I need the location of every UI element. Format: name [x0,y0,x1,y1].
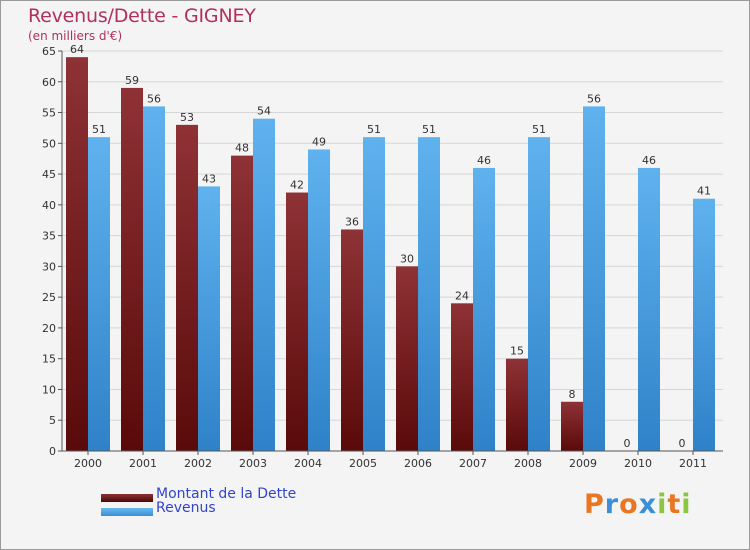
logo-letter: i [681,489,692,520]
x-tick-label: 2005 [349,457,377,470]
data-label-revenus: 51 [422,123,436,136]
y-tick-label: 40 [42,199,56,212]
bar-dette [231,155,253,451]
data-label-revenus: 56 [587,92,601,105]
data-label-dette: 24 [455,289,469,302]
data-label-dette: 64 [70,43,84,56]
bar-revenus [583,106,605,451]
data-label-dette: 0 [624,437,631,450]
logo-letter: r [604,489,620,520]
legend-swatch-dette [101,494,153,502]
proxiti-logo: Proxiti [584,489,692,520]
bar-revenus [253,118,275,451]
x-tick-label: 2010 [624,457,652,470]
y-tick-label: 55 [42,107,56,120]
y-tick-label: 0 [49,445,56,458]
y-tick-label: 5 [49,414,56,427]
x-tick-label: 2011 [679,457,707,470]
data-label-dette: 30 [400,252,414,265]
bar-revenus [88,137,110,451]
data-label-dette: 48 [235,142,249,155]
logo-letter: o [619,489,639,520]
chart-title: Revenus/Dette - GIGNEY [28,5,256,27]
x-tick-label: 2006 [404,457,432,470]
x-tick-label: 2001 [129,457,157,470]
bar-revenus [308,149,330,451]
data-label-dette: 15 [510,345,524,358]
bar-dette [286,192,308,452]
data-label-revenus: 41 [697,185,711,198]
data-label-dette: 42 [290,179,304,192]
data-label-revenus: 49 [312,135,326,148]
legend-label-revenus: Revenus [156,500,216,516]
y-tick-label: 45 [42,168,56,181]
logo-letter: x [638,489,658,520]
x-tick-label: 2002 [184,457,212,470]
chart-subtitle: (en milliers d'€) [28,29,123,43]
data-label-revenus: 46 [642,154,656,167]
bar-revenus [143,106,165,451]
bar-dette [121,87,143,451]
y-tick-label: 30 [42,260,56,273]
bar-revenus [473,167,495,451]
x-tick-label: 2000 [74,457,102,470]
bar-dette [341,229,363,451]
bar-dette [561,401,583,451]
bar-revenus [528,137,550,451]
x-tick-label: 2008 [514,457,542,470]
bar-revenus [363,137,385,451]
data-label-revenus: 51 [367,123,381,136]
logo-letter: P [584,489,605,520]
logo-letter: t [667,489,682,520]
y-tick-label: 10 [42,383,56,396]
x-tick-label: 2003 [239,457,267,470]
x-tick-label: 2004 [294,457,322,470]
y-tick-label: 65 [42,45,56,58]
bar-revenus [693,198,715,451]
data-label-dette: 53 [180,111,194,124]
bar-revenus [418,137,440,451]
bar-revenus [198,186,220,451]
bar-dette [506,358,528,451]
legend-swatch-revenus [101,508,153,516]
data-label-revenus: 54 [257,105,271,118]
bar-dette [176,124,198,451]
data-label-revenus: 43 [202,172,216,185]
data-label-revenus: 51 [92,123,106,136]
y-tick-label: 35 [42,230,56,243]
y-tick-label: 60 [42,76,56,89]
data-label-revenus: 46 [477,154,491,167]
bar-revenus [638,167,660,451]
bar-dette [396,266,418,451]
y-tick-label: 20 [42,322,56,335]
y-tick-label: 50 [42,137,56,150]
y-tick-label: 15 [42,353,56,366]
data-label-dette: 8 [569,388,576,401]
data-label-dette: 0 [679,437,686,450]
bar-dette [66,57,88,452]
x-tick-label: 2007 [459,457,487,470]
x-tick-label: 2009 [569,457,597,470]
data-label-revenus: 51 [532,123,546,136]
data-label-revenus: 56 [147,92,161,105]
data-label-dette: 59 [125,74,139,87]
bar-dette [451,303,473,451]
data-label-dette: 36 [345,215,359,228]
logo-letter: i [657,489,668,520]
y-tick-label: 25 [42,291,56,304]
legend-label-dette: Montant de la Dette [156,486,297,502]
